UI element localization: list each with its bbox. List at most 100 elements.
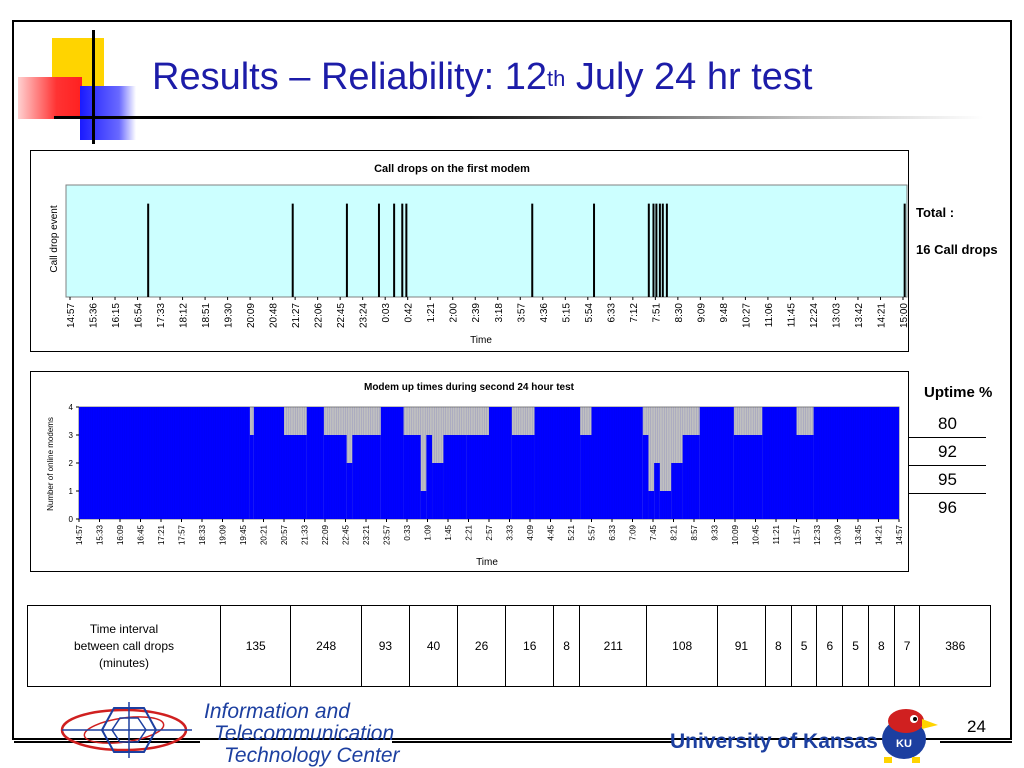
online-level-segment bbox=[403, 435, 421, 519]
online-level-segment bbox=[380, 407, 404, 519]
interval-value: 40 bbox=[408, 605, 459, 687]
x-tick-label: 7:12 bbox=[629, 303, 640, 323]
x-tick-label: 4:36 bbox=[539, 303, 550, 323]
uptime-value: 80 bbox=[909, 410, 986, 438]
x-tick-label: 7:09 bbox=[629, 524, 638, 540]
online-level-segment bbox=[699, 407, 734, 519]
online-level-segment bbox=[580, 435, 592, 519]
online-level-segment bbox=[420, 491, 427, 519]
x-tick-label: 5:54 bbox=[584, 303, 595, 323]
interval-value: 91 bbox=[716, 605, 766, 687]
x-tick-label: 0:03 bbox=[381, 303, 392, 323]
x-tick-label: 21:27 bbox=[291, 303, 302, 328]
x-tick-label: 5:15 bbox=[561, 303, 572, 323]
call-drops-chart: Call drops on the first modem 14:57 15:36… bbox=[30, 150, 910, 352]
footer-divider bbox=[14, 741, 200, 743]
online-level-segment bbox=[762, 407, 797, 519]
x-axis-ticks: 14:57 15:36 16:15 16:54 17:33 18:12 18:51 19:30… bbox=[66, 297, 910, 328]
x-tick-label: 14:57 bbox=[895, 524, 904, 545]
ittc-wordmark: Information and Telecommunication Techno… bbox=[204, 701, 400, 767]
x-tick-label: 16:54 bbox=[134, 303, 145, 328]
x-tick-label: 1:45 bbox=[444, 524, 453, 540]
online-level-segment bbox=[346, 463, 353, 519]
x-tick-label: 23:24 bbox=[359, 303, 370, 328]
interval-header-line: (minutes) bbox=[98, 655, 149, 670]
x-tick-label: 10:27 bbox=[741, 303, 752, 328]
x-tick-label: 22:09 bbox=[321, 524, 330, 545]
x-tick-label: 20:09 bbox=[246, 303, 257, 328]
online-level-segment bbox=[284, 435, 307, 519]
y-axis-label: Number of online modems bbox=[46, 417, 55, 511]
x-tick-label: 0:33 bbox=[403, 524, 412, 540]
interval-value: 7 bbox=[893, 605, 921, 687]
footer-divider bbox=[940, 741, 1012, 743]
interval-value: 211 bbox=[578, 605, 648, 687]
x-tick-label: 7:45 bbox=[649, 524, 658, 540]
online-level-segment bbox=[648, 491, 655, 519]
uptime-value: 92 bbox=[909, 438, 986, 466]
interval-value: 8 bbox=[764, 605, 792, 687]
uptime-header: Uptime % bbox=[924, 384, 993, 401]
online-level-segment bbox=[352, 435, 381, 519]
x-tick-label: 11:06 bbox=[764, 303, 775, 328]
x-tick-label: 14:21 bbox=[876, 303, 887, 328]
x-tick-label: 13:42 bbox=[854, 303, 865, 328]
y-tick-label: 0 bbox=[69, 515, 74, 524]
x-tick-label: 4:45 bbox=[547, 524, 556, 540]
x-tick-label: 15:36 bbox=[89, 303, 100, 328]
x-tick-label: 17:33 bbox=[156, 303, 167, 328]
x-tick-label: 9:48 bbox=[719, 303, 730, 323]
x-tick-label: 17:57 bbox=[178, 524, 187, 545]
page-title: Results – Reliability: 12th July 24 hr t… bbox=[152, 54, 812, 100]
seal-text: KU bbox=[896, 738, 912, 750]
interval-value: 248 bbox=[290, 605, 362, 687]
x-tick-label: 11:21 bbox=[772, 524, 781, 544]
interval-table: Time interval between call drops (minute… bbox=[27, 605, 991, 687]
x-tick-label: 20:48 bbox=[269, 303, 280, 328]
x-tick-label: 13:09 bbox=[834, 524, 843, 545]
x-tick-label: 5:21 bbox=[567, 524, 576, 540]
online-level-segment bbox=[659, 491, 672, 519]
x-tick-label: 19:09 bbox=[219, 524, 228, 545]
call-drops-chart-svg: Call drops on the first modem 14:57 15:36… bbox=[49, 163, 910, 346]
y-tick-label: 3 bbox=[69, 431, 74, 440]
x-tick-label: 15:33 bbox=[96, 524, 105, 545]
x-tick-label: 18:12 bbox=[179, 303, 190, 328]
footer-divider bbox=[392, 741, 672, 743]
x-tick-label: 1:21 bbox=[426, 303, 437, 323]
x-tick-label: 19:45 bbox=[239, 524, 248, 545]
total-label: Total : bbox=[916, 205, 955, 220]
x-tick-label: 22:06 bbox=[314, 303, 325, 328]
interval-value: 5 bbox=[842, 605, 869, 687]
title-rest: July 24 hr test bbox=[565, 56, 813, 98]
x-tick-label: 22:45 bbox=[336, 303, 347, 328]
title-superscript: th bbox=[546, 66, 566, 91]
x-tick-label: 17:21 bbox=[157, 524, 166, 545]
x-tick-label: 20:21 bbox=[260, 524, 269, 545]
x-tick-label: 6:33 bbox=[608, 524, 617, 540]
decorative-red-square bbox=[18, 77, 82, 119]
x-tick-label: 11:57 bbox=[793, 524, 802, 544]
call-drop-bars bbox=[147, 203, 906, 297]
interval-value: 8 bbox=[867, 605, 895, 687]
page-number: 24 bbox=[967, 717, 986, 736]
plot-area bbox=[65, 184, 908, 298]
y-tick-label: 1 bbox=[69, 487, 74, 496]
interval-value: 108 bbox=[646, 605, 718, 687]
uptime-value: 95 bbox=[909, 466, 986, 494]
x-tick-label: 13:45 bbox=[854, 524, 863, 545]
table-row: Time interval between call drops (minute… bbox=[27, 605, 991, 687]
x-tick-label: 18:51 bbox=[201, 303, 212, 328]
online-level-segment bbox=[253, 407, 284, 519]
x-tick-label: 2:00 bbox=[449, 303, 460, 323]
online-level-segment bbox=[511, 435, 535, 519]
interval-value: 8 bbox=[553, 605, 580, 687]
chart-title: Modem up times during second 24 hour tes… bbox=[364, 382, 575, 393]
chart-title: Call drops on the first modem bbox=[374, 163, 530, 175]
x-tick-label: 9:33 bbox=[711, 524, 720, 540]
online-level-segment bbox=[642, 435, 649, 519]
online-modems-area bbox=[78, 407, 900, 519]
online-level-segment bbox=[306, 407, 324, 519]
x-tick-label: 16:15 bbox=[111, 303, 122, 328]
ittc-line: Technology Center bbox=[224, 744, 400, 767]
